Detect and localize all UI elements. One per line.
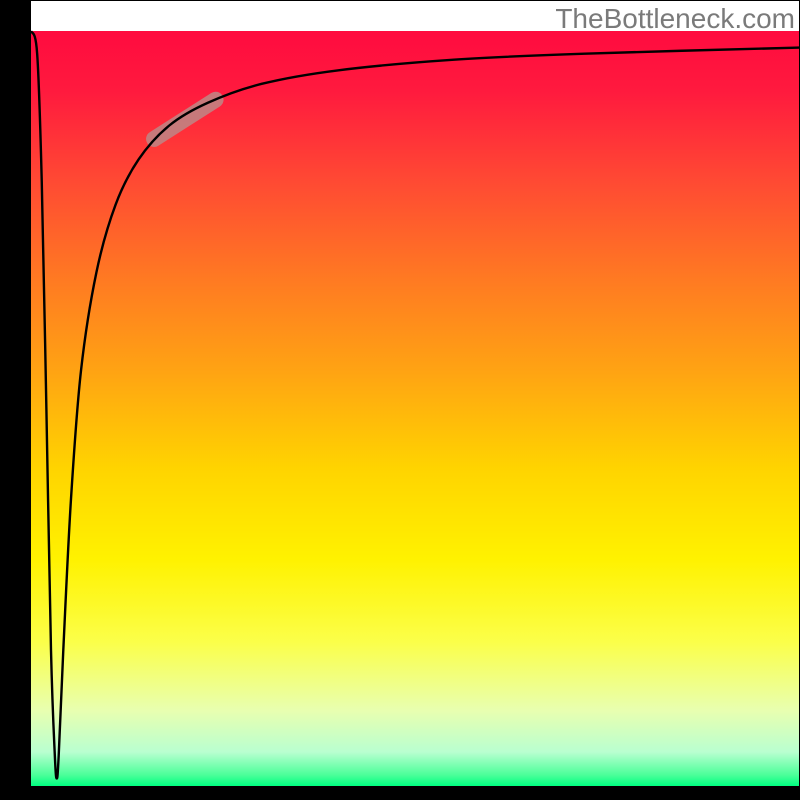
bottleneck-chart: TheBottleneck.com (0, 0, 800, 800)
plot-gradient (31, 31, 800, 786)
frame-left-bar (0, 0, 31, 800)
chart-svg: TheBottleneck.com (0, 0, 800, 800)
frame-bottom-bar (0, 786, 800, 800)
watermark-text: TheBottleneck.com (555, 3, 795, 34)
